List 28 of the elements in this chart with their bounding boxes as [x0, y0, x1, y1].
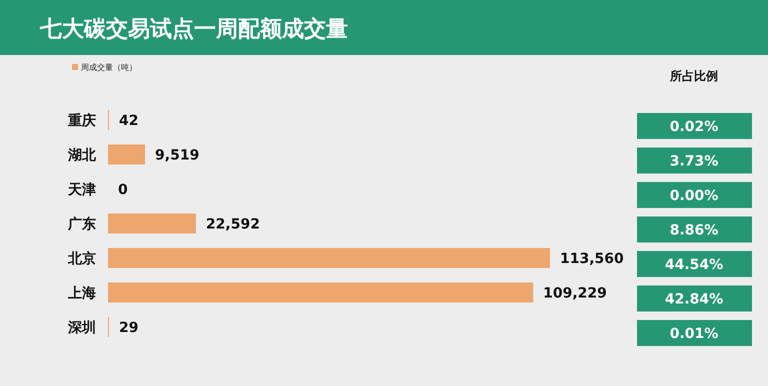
- y-tick-label: 上海: [67, 286, 96, 302]
- bar: [108, 214, 196, 234]
- text: 44.54%: [664, 257, 724, 273]
- data-label: 0: [118, 182, 128, 198]
- text: 0.02%: [670, 119, 718, 135]
- y-tick-label: 天津: [67, 182, 96, 198]
- y-tick-label: 北京: [67, 250, 96, 267]
- text: 8.86%: [670, 222, 718, 238]
- text: 3.73%: [670, 154, 718, 170]
- data-label: 29: [119, 320, 138, 336]
- bar: [108, 282, 534, 302]
- data-label: 22,592: [206, 216, 260, 232]
- legend-label: 周成交量（吨）: [81, 63, 137, 72]
- data-label: 9,519: [155, 148, 200, 164]
- y-tick-label: 湖北: [67, 148, 97, 164]
- bar: [108, 248, 550, 268]
- y-tick-label: 广东: [67, 216, 96, 232]
- text: 0.01%: [670, 326, 718, 342]
- data-label: 42: [119, 113, 138, 129]
- bar: [108, 144, 146, 164]
- text: 0.00%: [670, 188, 718, 204]
- y-tick-label: 重庆: [67, 112, 96, 129]
- data-label: 113,560: [560, 251, 624, 267]
- text: 所占比例: [669, 69, 718, 83]
- chart-title: 七大碳交易试点一周配额成交量: [39, 16, 348, 42]
- text: 42.84%: [664, 292, 724, 308]
- data-label: 109,229: [543, 286, 607, 302]
- y-tick-label: 深圳: [67, 320, 96, 336]
